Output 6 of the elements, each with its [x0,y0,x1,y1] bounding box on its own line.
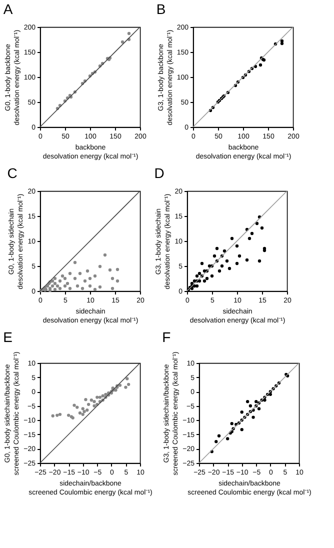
chart-title: A [3,1,14,17]
chart-title: C [7,165,18,181]
chart-title: E [3,329,12,346]
chart-title: D [154,165,164,181]
chart-title: B [156,1,166,17]
chart-title: F [162,329,171,346]
